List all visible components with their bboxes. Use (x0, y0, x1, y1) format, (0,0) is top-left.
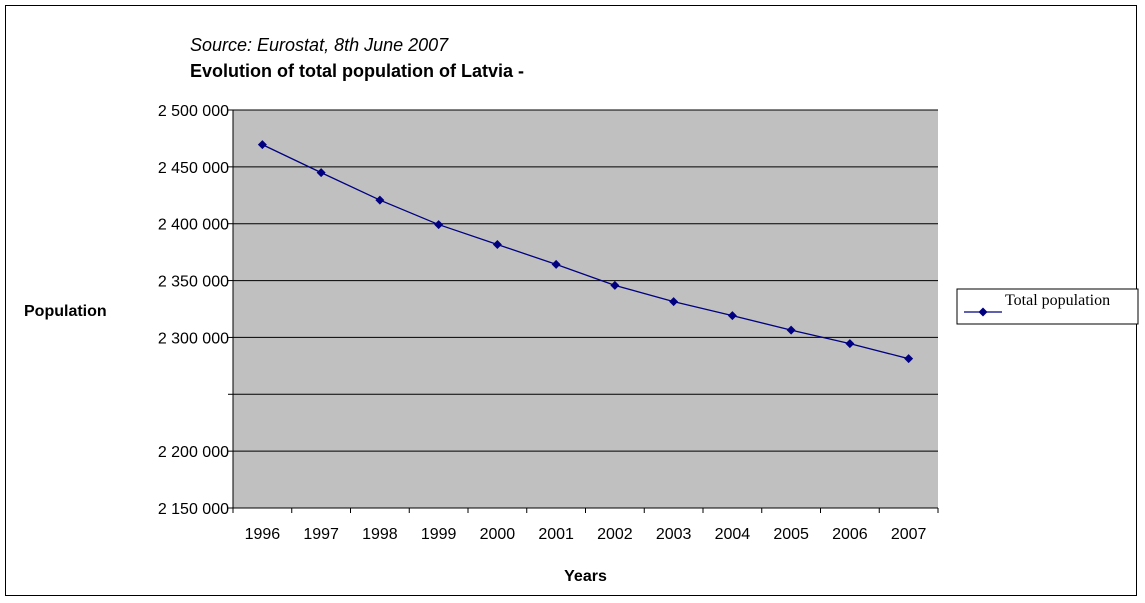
x-tick-label: 2007 (891, 526, 927, 543)
data-point (904, 354, 914, 364)
data-point (610, 280, 620, 290)
legend-marker (978, 307, 988, 317)
series-line (262, 144, 909, 360)
data-point (316, 168, 326, 178)
y-tick-label: 2 300 000 (158, 330, 229, 347)
x-tick-label: 2006 (832, 526, 868, 543)
y-tick-label: 2 350 000 (158, 274, 229, 291)
legend-box (956, 288, 1139, 325)
legend: Total population (956, 288, 1139, 325)
axes (228, 109, 939, 513)
data-point (786, 325, 796, 335)
y-tick-label: 2 200 000 (158, 444, 229, 461)
chart-source: Source: Eurostat, 8th June 2007 (190, 35, 449, 55)
x-tick-label: 1996 (245, 526, 281, 543)
x-tick-label: 2000 (480, 526, 516, 543)
x-tick-label: 1999 (421, 526, 457, 543)
y-tick-labels: 2 500 000 2 450 000 2 400 000 2 350 000 2 30… (158, 103, 229, 518)
x-tick-label: 1997 (303, 526, 339, 543)
data-point (669, 297, 679, 307)
y-tick-label: 2 450 000 (158, 160, 229, 177)
data-point (257, 140, 267, 150)
data-point (492, 240, 502, 250)
legend-entry: Total population (1005, 292, 1110, 309)
y-tick-label: 2 500 000 (158, 103, 229, 120)
x-tick-label: 2002 (597, 526, 633, 543)
data-point (727, 311, 737, 321)
data-point (375, 195, 385, 205)
y-tick-label: 2 400 000 (158, 217, 229, 234)
x-tick-label: 1998 (362, 526, 398, 543)
x-tick-label: 2005 (773, 526, 809, 543)
y-axis-label: Population (24, 303, 107, 320)
x-axis-label: Years (564, 568, 607, 585)
gridlines (233, 109, 938, 452)
x-tick-label: 2001 (538, 526, 574, 543)
x-tick-label: 2003 (656, 526, 692, 543)
plot-area (233, 110, 938, 508)
data-point (434, 220, 444, 230)
data-point (551, 259, 561, 269)
x-tick-labels: 1996 1997 1998 1999 2000 2001 2002 2003 2004 2005… (245, 526, 927, 543)
series-layer (257, 140, 914, 364)
y-tick-label: 2 150 000 (158, 501, 229, 518)
chart-title: Evolution of total population of Latvia … (190, 61, 524, 81)
data-point (845, 339, 855, 349)
x-tick-label: 2004 (715, 526, 751, 543)
